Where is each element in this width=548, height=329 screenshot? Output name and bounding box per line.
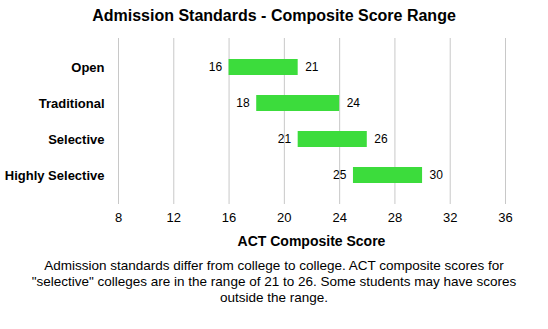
svg-text:Open: Open — [71, 60, 104, 75]
svg-text:Highly Selective: Highly Selective — [5, 168, 105, 183]
svg-text:36: 36 — [498, 210, 512, 225]
svg-text:24: 24 — [347, 96, 361, 110]
svg-text:21: 21 — [278, 132, 292, 146]
svg-text:Traditional: Traditional — [39, 96, 105, 111]
svg-text:8: 8 — [115, 210, 122, 225]
svg-text:24: 24 — [332, 210, 346, 225]
html-text:Admission standards differ fro: Admission standards differ from college … — [31, 258, 517, 305]
svg-text:28: 28 — [388, 210, 402, 225]
svg-text:21: 21 — [305, 60, 319, 74]
svg-text:25: 25 — [333, 168, 347, 182]
svg-text:16: 16 — [222, 210, 236, 225]
svg-text:32: 32 — [443, 210, 457, 225]
svg-text:20: 20 — [277, 210, 291, 225]
svg-text:16: 16 — [209, 60, 223, 74]
svg-text:26: 26 — [374, 132, 388, 146]
svg-text:Selective: Selective — [48, 132, 104, 147]
html-text:ACT Composite Score: ACT Composite Score — [237, 233, 386, 249]
html-text:Admission Standards - Composit: Admission Standards - Composite Score Ra… — [92, 7, 456, 24]
svg-text:18: 18 — [236, 96, 250, 110]
svg-text:12: 12 — [167, 210, 181, 225]
svg-text:30: 30 — [430, 168, 444, 182]
